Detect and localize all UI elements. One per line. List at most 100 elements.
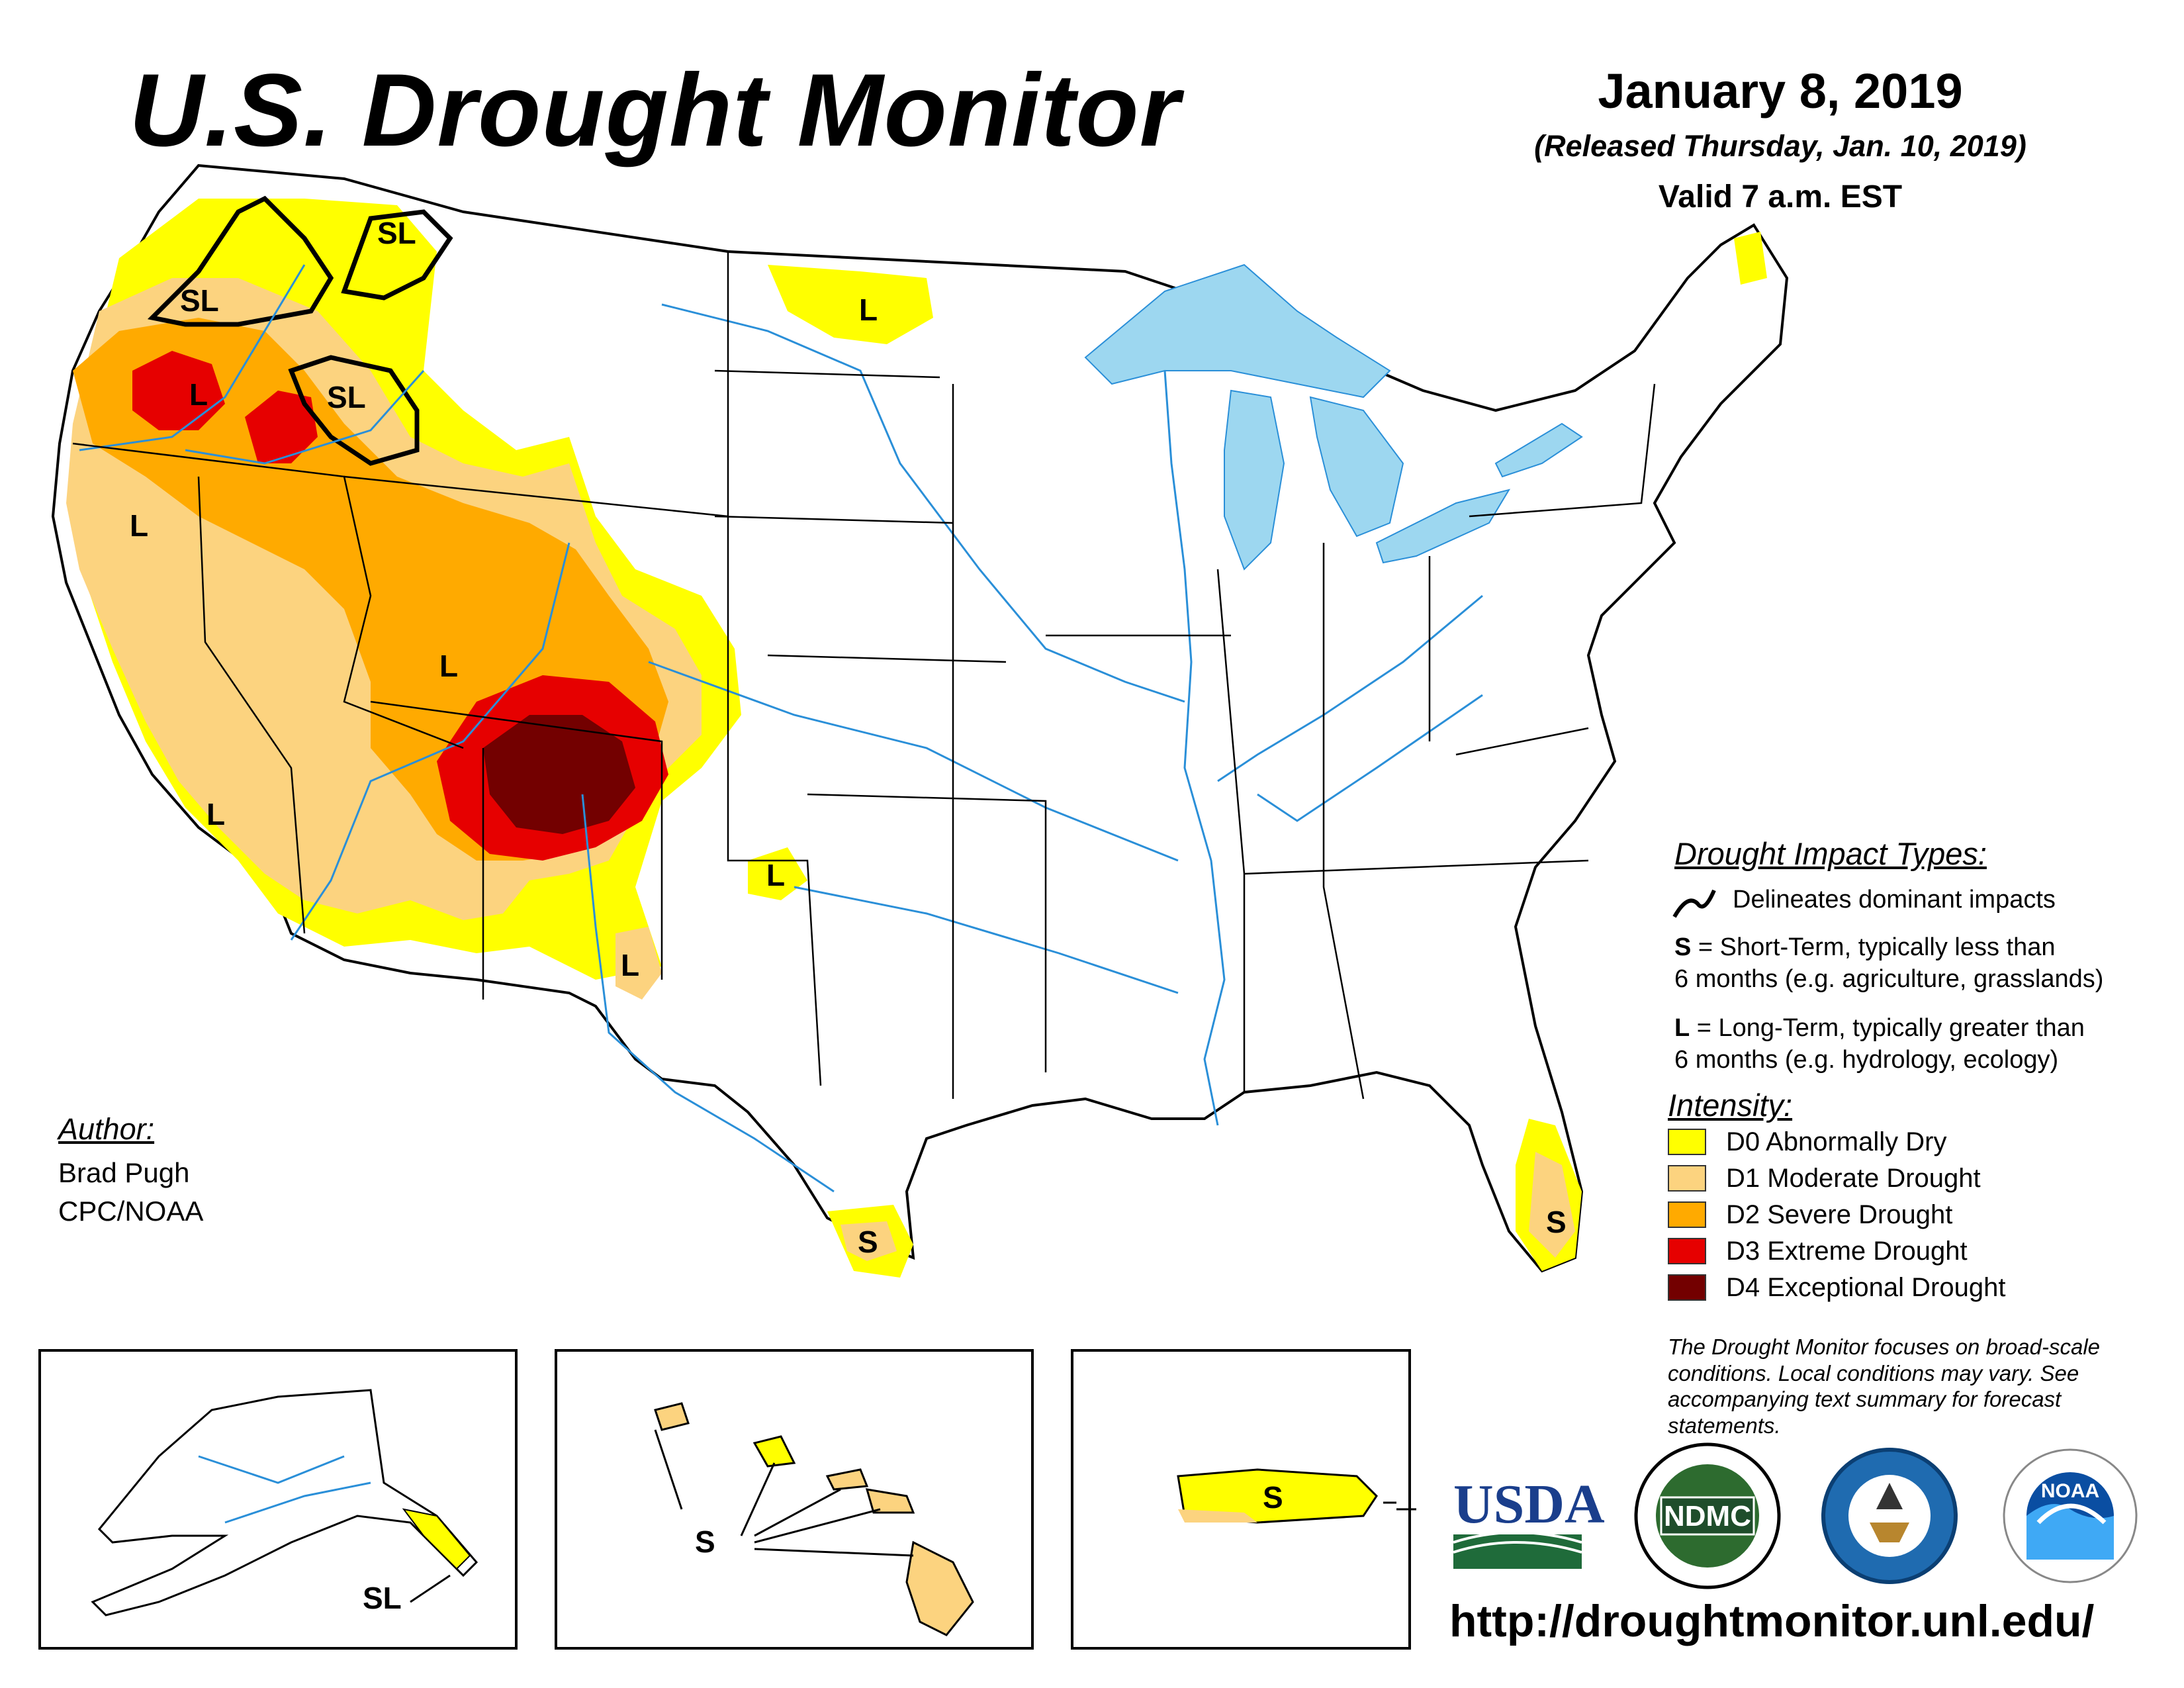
red-river: [794, 886, 1179, 994]
d3-oregon: [132, 351, 225, 430]
outline-sl-idaho: [288, 355, 420, 466]
colorado-river: [290, 542, 570, 941]
map-date: January 8, 2019: [1598, 64, 1963, 118]
alaska-rivers: [198, 1455, 371, 1524]
legend-d4: D4 Exceptional Drought: [1668, 1272, 2005, 1303]
hawaii-pointers: [654, 1429, 914, 1557]
label-l-oklahoma: L: [766, 858, 785, 892]
alaska-d0: [402, 1508, 471, 1570]
website-link[interactable]: http://droughtmonitor.unl.edu/: [1449, 1596, 2095, 1646]
lake-erie: [1375, 489, 1511, 564]
label-s-hawaii: S: [695, 1524, 715, 1559]
legend-d4-label: D4 Exceptional Drought: [1726, 1272, 2006, 1302]
arkansas-river: [648, 661, 1179, 862]
mississippi-river: [1163, 370, 1226, 1126]
disclaimer-note: The Drought Monitor focuses on broad-sca…: [1668, 1335, 2101, 1438]
label-s-puertorico: S: [1263, 1480, 1283, 1515]
label-sl-alaska: SL: [363, 1581, 402, 1615]
label-l-northdakota: L: [859, 293, 878, 327]
drought-areas: [66, 199, 1767, 1278]
usda-text: USDA: [1453, 1474, 1605, 1535]
hawaii-kauai: [654, 1402, 690, 1431]
legend-d0: D0 Abnormally Dry: [1668, 1127, 1946, 1157]
d4-fourcorners: [483, 715, 635, 834]
legend-d2-swatch: [1668, 1201, 1706, 1228]
legend-d3-swatch: [1668, 1238, 1706, 1264]
legend-d0-swatch: [1668, 1129, 1706, 1155]
ndmc-text: NDMC: [1664, 1500, 1751, 1532]
rio-grande: [581, 794, 835, 1193]
columbia-river: [79, 264, 306, 451]
legend-d2-label: D2 Severe Drought: [1726, 1199, 1953, 1229]
label-l-nevada: L: [130, 508, 148, 543]
hawaii-bigisland: [905, 1540, 974, 1636]
impact-short-key: S: [1674, 933, 1692, 961]
logos: USDA NDMC NOAA: [1453, 1442, 2138, 1589]
rivers: [79, 264, 1483, 1193]
noaa-logo: NOAA: [2003, 1448, 2138, 1583]
usda-logo: USDA: [1453, 1474, 1605, 1569]
impact-long-line1: = Long-Term, typically greater than: [1690, 1014, 2085, 1042]
squiggle-icon: [1672, 889, 1716, 918]
snake-river: [185, 370, 425, 465]
label-sl-washington: SL: [180, 283, 219, 318]
label-s-florida: S: [1546, 1205, 1567, 1239]
lake-superior: [1084, 263, 1391, 399]
impact-outlines: [147, 195, 453, 466]
puertorico-small-islands: [1383, 1501, 1416, 1511]
impact-long-line2: 6 months (e.g. hydrology, ecology): [1674, 1046, 2059, 1074]
release-date: (Released Thursday, Jan. 10, 2019): [1534, 129, 2026, 163]
label-s-texas: S: [858, 1225, 878, 1259]
impact-delineates: Delineates dominant impacts: [1733, 886, 2056, 914]
hawaii-molokai: [865, 1488, 915, 1514]
legend-d3-label: D3 Extreme Drought: [1726, 1236, 1968, 1266]
outline-sl-montana: [341, 209, 453, 301]
legend-d4-swatch: [1668, 1274, 1706, 1301]
commerce-logo: [1821, 1448, 1958, 1584]
d0-maine: [1734, 232, 1767, 285]
noaa-text: NOAA: [2041, 1480, 2099, 1502]
lake-ontario: [1494, 422, 1583, 478]
author-heading: Author:: [58, 1112, 155, 1146]
outline-sl-washington: [147, 195, 334, 327]
legend-d1-swatch: [1668, 1165, 1706, 1192]
valid-time: Valid 7 a.m. EST: [1658, 179, 1903, 214]
legend-d1-label: D1 Moderate Drought: [1726, 1163, 1981, 1193]
ndmc-logo: NDMC: [1634, 1442, 1781, 1589]
insets: SL S S: [38, 1349, 1416, 1650]
legend-d2: D2 Severe Drought: [1668, 1199, 1952, 1230]
hawaii-oahu: [752, 1435, 796, 1468]
label-l-oregon: L: [189, 377, 208, 412]
lake-huron: [1309, 396, 1404, 538]
impact-long-key: L: [1674, 1014, 1690, 1042]
impact-short-line1: = Short-Term, typically less than: [1691, 933, 2056, 961]
impact-short-line2: 6 months (e.g. agriculture, grasslands): [1674, 965, 2104, 993]
impact-types-heading: Drought Impact Types:: [1674, 836, 1987, 871]
legend-d3: D3 Extreme Drought: [1668, 1236, 1968, 1266]
impact-long-term: L = Long-Term, typically greater than: [1674, 1014, 2085, 1043]
intensity-heading: Intensity:: [1668, 1088, 1793, 1123]
label-sl-idaho: SL: [327, 380, 366, 414]
page-title: U.S. Drought Monitor: [129, 53, 1181, 168]
lake-michigan: [1224, 389, 1285, 571]
d1-newmexico: [615, 927, 662, 1000]
author-name: Brad Pugh: [58, 1157, 190, 1188]
state-lines: [72, 252, 1656, 1100]
map-impact-labels: SL SL L L SL L L L L L S S: [130, 216, 1567, 1259]
impact-short-term: S = Short-Term, typically less than: [1674, 933, 2056, 962]
puertorico-d1: [1178, 1509, 1257, 1523]
author-org: CPC/NOAA: [58, 1196, 204, 1227]
d3-idaho: [245, 391, 318, 463]
label-l-utah: L: [439, 649, 458, 683]
label-sl-montana: SL: [377, 216, 416, 250]
legend-d1: D1 Moderate Drought: [1668, 1163, 1981, 1194]
d1-texas: [841, 1221, 897, 1261]
label-l-newmexico: L: [621, 948, 639, 982]
d0-northdakota: [768, 265, 933, 344]
label-l-california: L: [206, 797, 225, 831]
great-lakes: [1084, 263, 1583, 571]
alaska-pointer: [410, 1574, 451, 1603]
legend-d0-label: D0 Abnormally Dry: [1726, 1127, 1947, 1156]
missouri-river: [661, 303, 1185, 703]
